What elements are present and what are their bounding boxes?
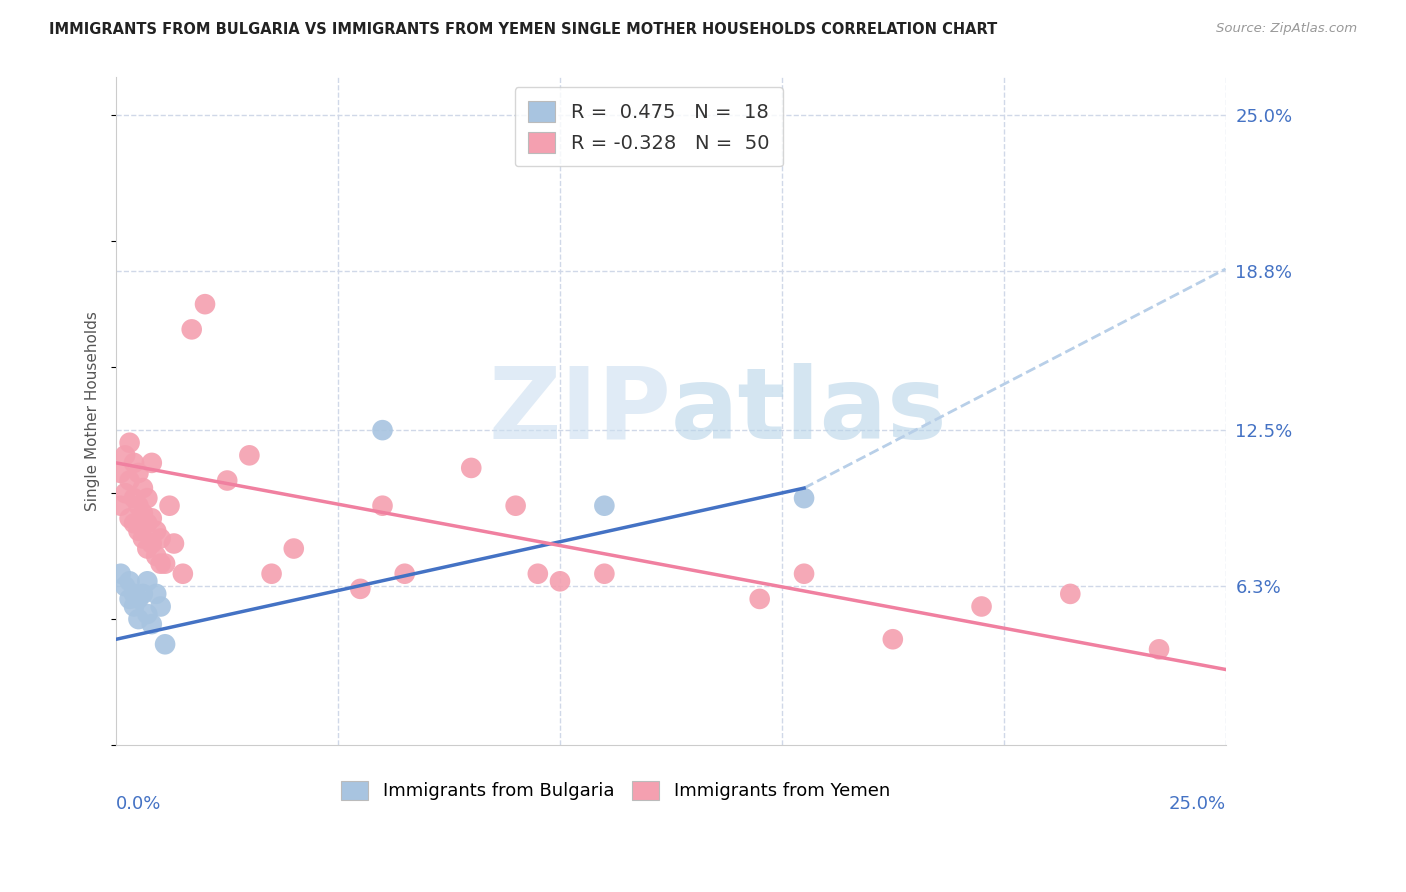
Point xyxy=(593,566,616,581)
Point xyxy=(136,607,159,621)
Point xyxy=(371,423,394,437)
Point xyxy=(527,566,550,581)
Point xyxy=(153,557,176,571)
Point xyxy=(172,566,194,581)
Point xyxy=(145,549,167,563)
Point xyxy=(136,574,159,589)
Point xyxy=(132,532,155,546)
Point xyxy=(159,499,181,513)
Text: 25.0%: 25.0% xyxy=(1168,795,1226,814)
Point xyxy=(132,587,155,601)
Point xyxy=(136,541,159,556)
Point xyxy=(136,491,159,505)
Point xyxy=(132,481,155,495)
Point xyxy=(141,617,163,632)
Point xyxy=(141,511,163,525)
Point xyxy=(118,511,141,525)
Point xyxy=(110,566,132,581)
Point xyxy=(283,541,305,556)
Point xyxy=(163,536,186,550)
Point xyxy=(110,499,132,513)
Point xyxy=(970,599,993,614)
Point xyxy=(136,516,159,531)
Point xyxy=(122,587,145,601)
Text: Source: ZipAtlas.com: Source: ZipAtlas.com xyxy=(1216,22,1357,36)
Point xyxy=(748,591,770,606)
Point xyxy=(548,574,571,589)
Point xyxy=(145,587,167,601)
Text: ZIP: ZIP xyxy=(488,363,671,459)
Point xyxy=(149,599,172,614)
Point xyxy=(349,582,371,596)
Point xyxy=(882,632,904,647)
Point xyxy=(141,456,163,470)
Point xyxy=(149,557,172,571)
Point xyxy=(114,448,136,462)
Point xyxy=(110,466,132,480)
Point xyxy=(505,499,527,513)
Point xyxy=(114,579,136,593)
Point xyxy=(122,491,145,505)
Point xyxy=(127,612,149,626)
Point xyxy=(793,491,815,505)
Point xyxy=(238,448,260,462)
Point xyxy=(371,499,394,513)
Point xyxy=(793,566,815,581)
Point xyxy=(394,566,416,581)
Point xyxy=(1059,587,1081,601)
Point xyxy=(145,524,167,538)
Point xyxy=(122,456,145,470)
Point xyxy=(194,297,217,311)
Point xyxy=(217,474,239,488)
Point xyxy=(118,574,141,589)
Point xyxy=(260,566,283,581)
Point xyxy=(141,536,163,550)
Point xyxy=(153,637,176,651)
Point xyxy=(460,461,482,475)
Point xyxy=(118,435,141,450)
Text: atlas: atlas xyxy=(671,363,948,459)
Point xyxy=(149,532,172,546)
Point xyxy=(180,322,202,336)
Point xyxy=(122,599,145,614)
Point xyxy=(127,591,149,606)
Point xyxy=(127,524,149,538)
Point xyxy=(114,486,136,500)
Point xyxy=(122,516,145,531)
Text: 0.0%: 0.0% xyxy=(117,795,162,814)
Legend: Immigrants from Bulgaria, Immigrants from Yemen: Immigrants from Bulgaria, Immigrants fro… xyxy=(332,772,898,809)
Point xyxy=(593,499,616,513)
Point xyxy=(132,506,155,520)
Point xyxy=(118,591,141,606)
Text: IMMIGRANTS FROM BULGARIA VS IMMIGRANTS FROM YEMEN SINGLE MOTHER HOUSEHOLDS CORRE: IMMIGRANTS FROM BULGARIA VS IMMIGRANTS F… xyxy=(49,22,997,37)
Point xyxy=(118,474,141,488)
Point xyxy=(1147,642,1170,657)
Point xyxy=(127,499,149,513)
Point xyxy=(127,466,149,480)
Y-axis label: Single Mother Households: Single Mother Households xyxy=(86,311,100,511)
